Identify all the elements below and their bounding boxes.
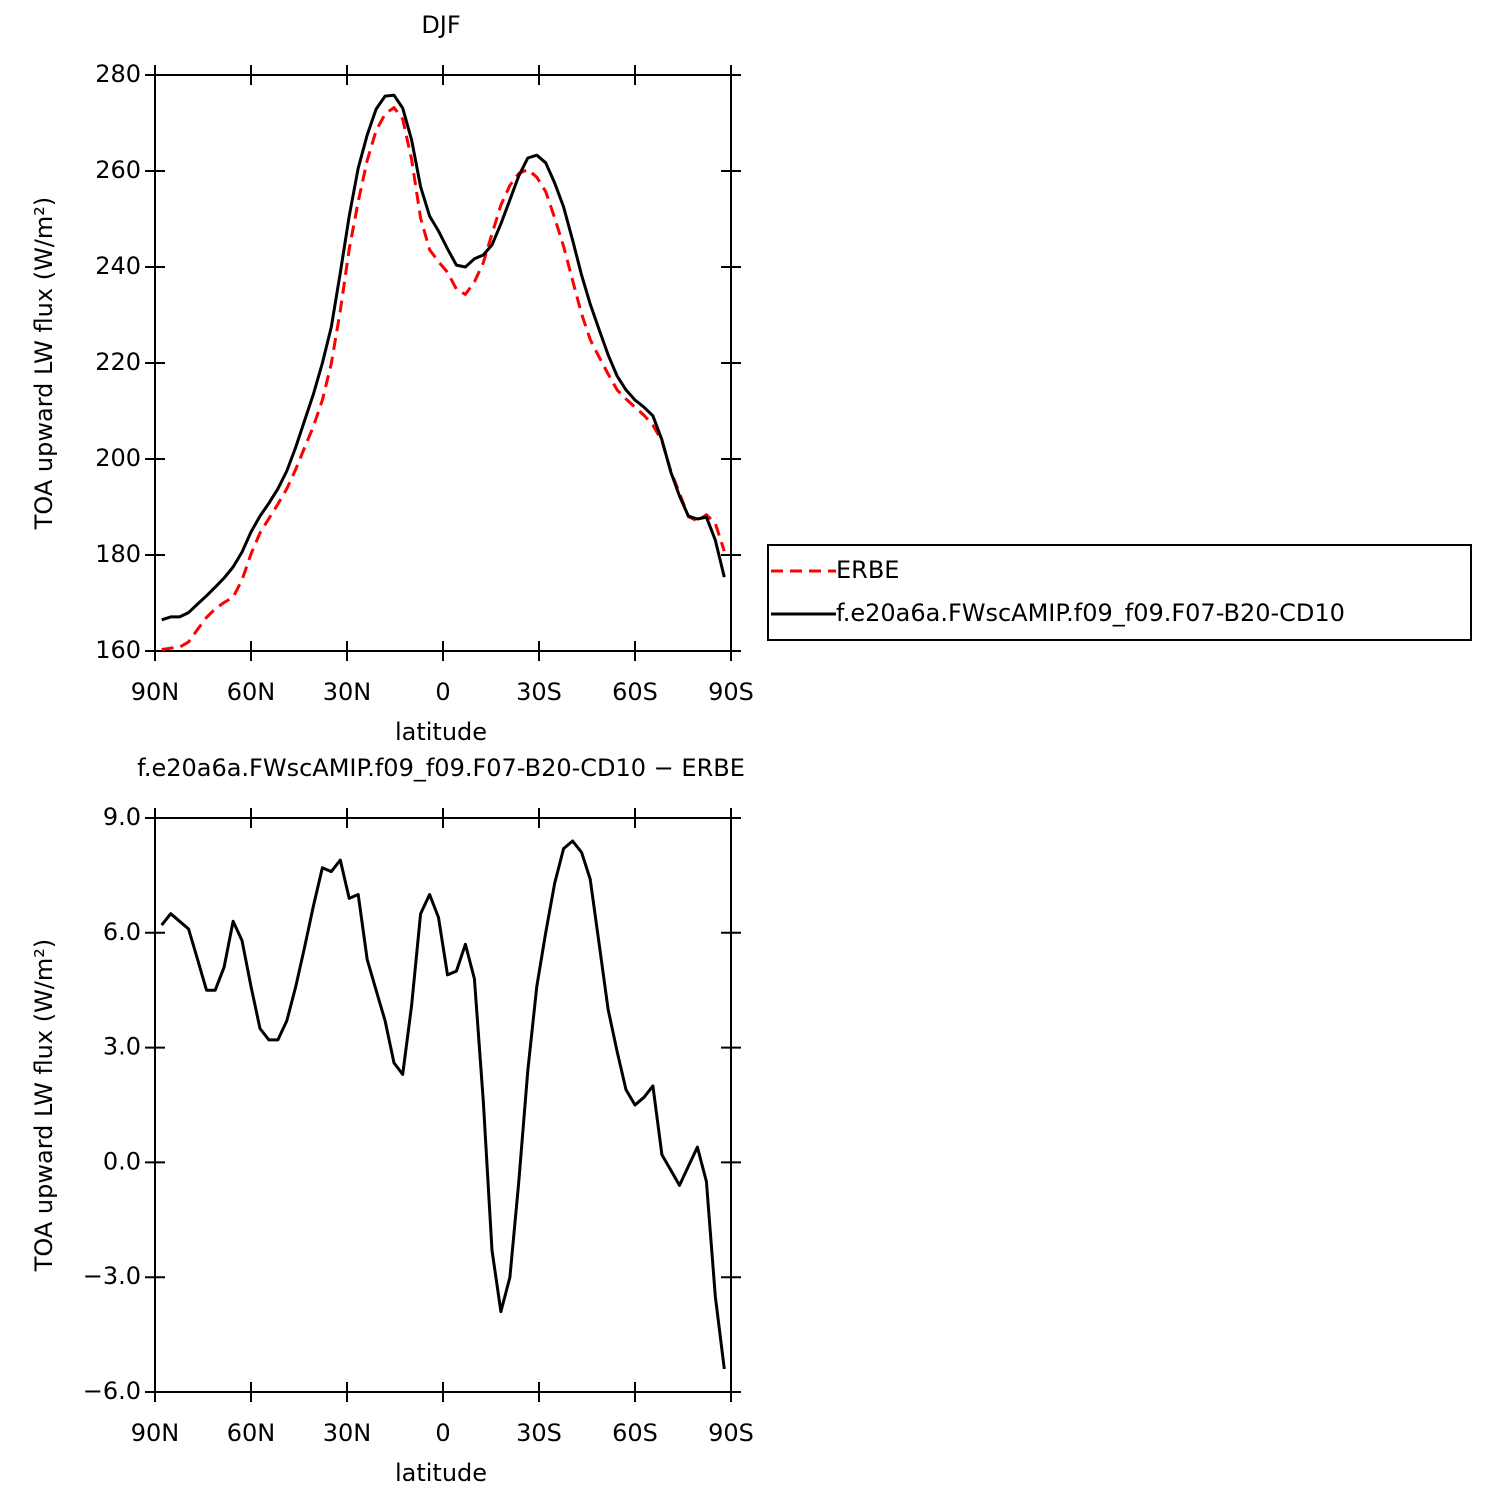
y-tick-label: 260 (95, 156, 141, 184)
y-tick-label: 9.0 (103, 803, 141, 831)
x-tick-label: 60S (612, 678, 658, 706)
y-tick-label: 280 (95, 60, 141, 88)
chart-title: f.e20a6a.FWscAMIP.f09_f09.F07-B20-CD10 −… (137, 754, 745, 782)
x-tick-label: 0 (435, 678, 450, 706)
y-axis-label: TOA upward LW flux (W/m²) (30, 197, 58, 531)
x-tick-label: 30N (323, 678, 372, 706)
plot-frame (154, 817, 732, 1393)
y-tick-label: −6.0 (83, 1377, 141, 1405)
x-tick-label: 90S (708, 678, 754, 706)
x-tick-label: 60S (612, 1419, 658, 1447)
x-tick-label: 90N (131, 678, 180, 706)
y-tick-label: 3.0 (103, 1033, 141, 1061)
y-tick-label: 220 (95, 348, 141, 376)
legend-box (767, 544, 1472, 641)
x-tick-label: 90N (131, 1419, 180, 1447)
legend-label: f.e20a6a.FWscAMIP.f09_f09.F07-B20-CD10 (836, 599, 1345, 627)
data-line (161, 106, 726, 652)
data-line (161, 93, 726, 622)
data-line (160, 839, 726, 1370)
x-tick-label: 30N (323, 1419, 372, 1447)
chart-title: DJF (421, 11, 460, 39)
x-axis-label: latitude (395, 1459, 487, 1487)
y-axis-label: TOA upward LW flux (W/m²) (30, 939, 58, 1273)
y-tick-label: 200 (95, 444, 141, 472)
x-tick-label: 60N (227, 678, 276, 706)
y-tick-label: 6.0 (103, 918, 141, 946)
x-tick-label: 60N (227, 1419, 276, 1447)
y-tick-label: −3.0 (83, 1262, 141, 1290)
x-tick-label: 0 (435, 1419, 450, 1447)
y-tick-label: 160 (95, 636, 141, 664)
y-tick-label: 0.0 (103, 1147, 141, 1175)
y-tick-label: 240 (95, 252, 141, 280)
plot-frame (154, 74, 732, 652)
legend-label: ERBE (836, 556, 899, 584)
y-tick-label: 180 (95, 540, 141, 568)
x-tick-label: 30S (516, 678, 562, 706)
x-tick-label: 90S (708, 1419, 754, 1447)
x-axis-label: latitude (395, 718, 487, 746)
x-tick-label: 30S (516, 1419, 562, 1447)
